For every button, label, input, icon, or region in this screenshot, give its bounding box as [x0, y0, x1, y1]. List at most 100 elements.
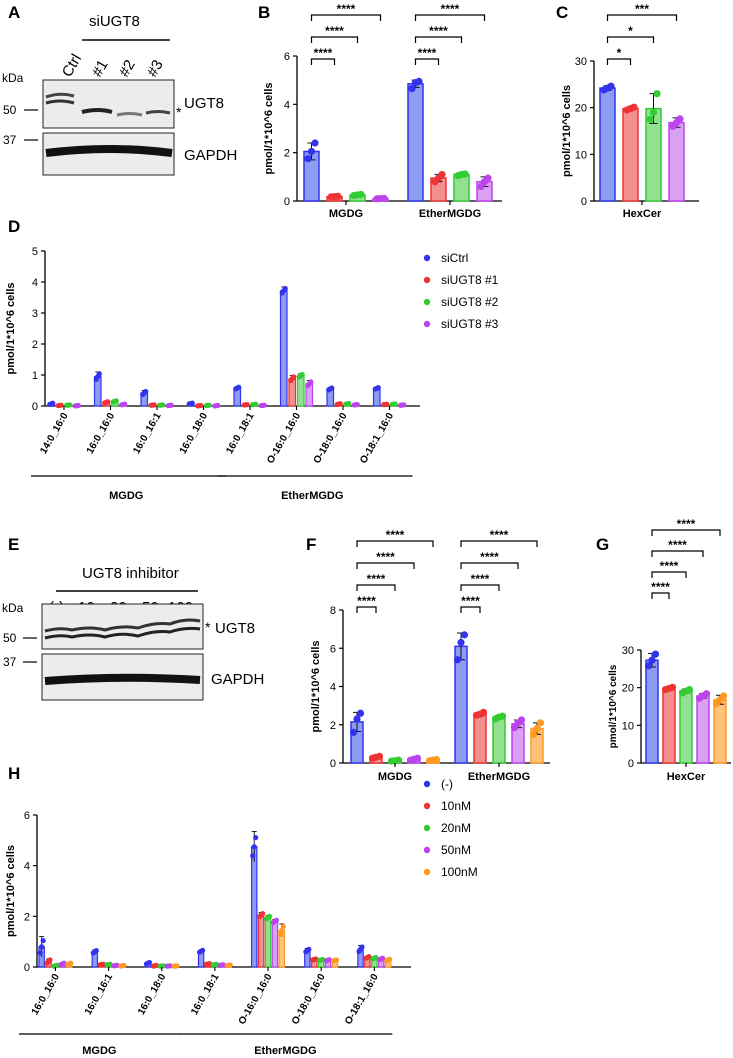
blot-a-band-label-gapdh: GAPDH: [184, 147, 237, 164]
chart-b-data-point: [307, 147, 316, 156]
chart-h-data-point: [320, 956, 326, 963]
chart-b-significance-bracket: [414, 58, 440, 65]
chart-h-data-point: [206, 961, 213, 967]
chart-h-data-point: [380, 955, 386, 961]
chart-h-data-point: [266, 913, 273, 919]
chart-h-legend-label: 100nM: [441, 865, 478, 879]
chart-f-data-point: [375, 752, 384, 760]
chart-d-bar-green: [296, 375, 305, 407]
chart-h-data-point: [199, 947, 206, 953]
chart-b-significance-bracket: [414, 14, 486, 21]
chart-d-legend-label: siUGT8 #1: [441, 273, 499, 287]
chart-f-data-point: [536, 719, 545, 727]
chart-f-significance-label: ****: [490, 528, 509, 542]
chart-c-significance-label: *: [617, 46, 622, 60]
western-blot-a: siUGT8 Ctrl #1 #2 #3 kDa 50 * UGT8 37 GA…: [2, 13, 237, 176]
chart-g-bar-blue: [645, 659, 659, 764]
chart-f-y-tick-label: 4: [330, 682, 336, 694]
blot-a-band: [116, 112, 143, 117]
chart-h-data-point: [213, 961, 219, 967]
chart-g-data-point: [685, 685, 694, 694]
chart-h-legend-marker: [423, 868, 431, 876]
chart-d-legend-marker: [423, 254, 431, 262]
blot-a-lane-label: #3: [144, 57, 167, 80]
chart-g-y-tick-label: 0: [628, 758, 634, 770]
chart-h-data-point: [174, 963, 180, 969]
chart-b-y-tick-label: 4: [284, 99, 290, 111]
chart-h-bar-green: [264, 916, 272, 968]
chart-h-legend-marker: [423, 846, 431, 854]
chart-f-y-tick-label: 6: [330, 643, 336, 655]
chart-h-legend-marker: [423, 824, 431, 832]
chart-h-data-point: [359, 944, 365, 950]
chart-c-y-tick-label: 0: [581, 196, 587, 208]
chart-d-data-point: [354, 401, 360, 408]
chart-h-data-point: [47, 957, 53, 963]
chart-g-significance-bracket: [651, 529, 721, 536]
chart-b-significance-label: ****: [325, 24, 344, 38]
chart-h-category-group-label: EtherMGDG: [254, 1045, 316, 1057]
chart-b-y-tick-label: 6: [284, 51, 290, 63]
chart-b-group-label: EtherMGDG: [419, 208, 481, 220]
chart-c-bar-blue: [599, 87, 616, 202]
chart-d-x-tick-label: O-18:1_16:0: [358, 411, 396, 466]
panel-label-g: G: [596, 535, 609, 554]
chart-d-legend-label: siCtrl: [441, 251, 468, 265]
chart-d-bar-blue: [279, 290, 288, 407]
chart-h-data-point: [313, 956, 319, 962]
blot-a-ugt8-membrane: [42, 79, 175, 129]
blot-a-band: [81, 108, 113, 114]
chart-g-significance-label: ****: [651, 580, 670, 594]
chart-c-y-tick-label: 10: [575, 149, 587, 161]
chart-b-significance-bracket: [310, 14, 382, 21]
chart-f-data-point: [349, 728, 358, 737]
chart-f-data-point: [353, 715, 361, 723]
chart-f-bar-green: [492, 716, 506, 764]
chart-h-y-tick-label: 4: [24, 861, 30, 873]
blot-e-band: [44, 673, 201, 685]
chart-c-significance-bracket: [606, 14, 678, 21]
chart-c-y-axis-label: pmol/1*10^6 cells: [561, 85, 573, 177]
chart-f-significance-bracket: [460, 606, 481, 613]
chart-f-significance-label: ****: [376, 550, 395, 564]
chart-c-data-point: [646, 115, 654, 123]
chart-b-significance-label: ****: [441, 2, 460, 16]
chart-g-bar-red: [662, 687, 676, 764]
chart-h-data-point: [146, 959, 153, 966]
chart-d-legend-label: siUGT8 #2: [441, 295, 499, 309]
chart-h-y-tick-label: 2: [24, 911, 30, 923]
chart-h-x-tick-label: O-18:1_16:0: [343, 972, 381, 1027]
chart-d-data-point: [113, 398, 119, 404]
chart-h-data-point: [373, 954, 379, 961]
chart-d-legend-label: siUGT8 #3: [441, 317, 499, 331]
chart-d-y-tick-label: 4: [32, 277, 38, 289]
blot-e-kda-label: kDa: [2, 601, 24, 615]
chart-h-data-point: [260, 910, 266, 917]
chart-f-significance-bracket: [460, 584, 500, 591]
chart-h-data-point: [167, 963, 173, 969]
chart-b-significance-label: ****: [429, 24, 448, 38]
chart-g-group-label: HexCer: [667, 771, 706, 783]
chart-c-y-tick-label: 30: [575, 56, 587, 68]
chart-h-bar-red: [257, 914, 265, 968]
chart-f-significance-bracket: [356, 584, 396, 591]
chart-h-legend-marker: [423, 802, 431, 810]
chart-h-data-point: [280, 923, 286, 930]
chart-b-data-point: [415, 77, 423, 85]
chart-f-significance-label: ****: [367, 572, 386, 586]
blot-e-band: [44, 626, 201, 640]
panel-label-f: F: [306, 535, 316, 554]
chart-f-data-point: [460, 631, 469, 639]
chart-d-y-tick-label: 0: [32, 401, 38, 413]
chart-c-bar-purple: [668, 121, 685, 202]
chart-f-significance-label: ****: [461, 594, 480, 608]
chart-c-significance-label: *: [628, 24, 633, 38]
chart-d-y-tick-label: 3: [32, 308, 38, 320]
chart-f-data-point: [432, 755, 441, 764]
chart-g-significance-bracket: [651, 571, 687, 578]
chart-b-y-tick-label: 2: [284, 148, 290, 160]
chart-d-data-point: [346, 400, 352, 407]
chart-d-y-tick-label: 5: [32, 246, 38, 258]
chart-g-data-point: [702, 690, 711, 698]
